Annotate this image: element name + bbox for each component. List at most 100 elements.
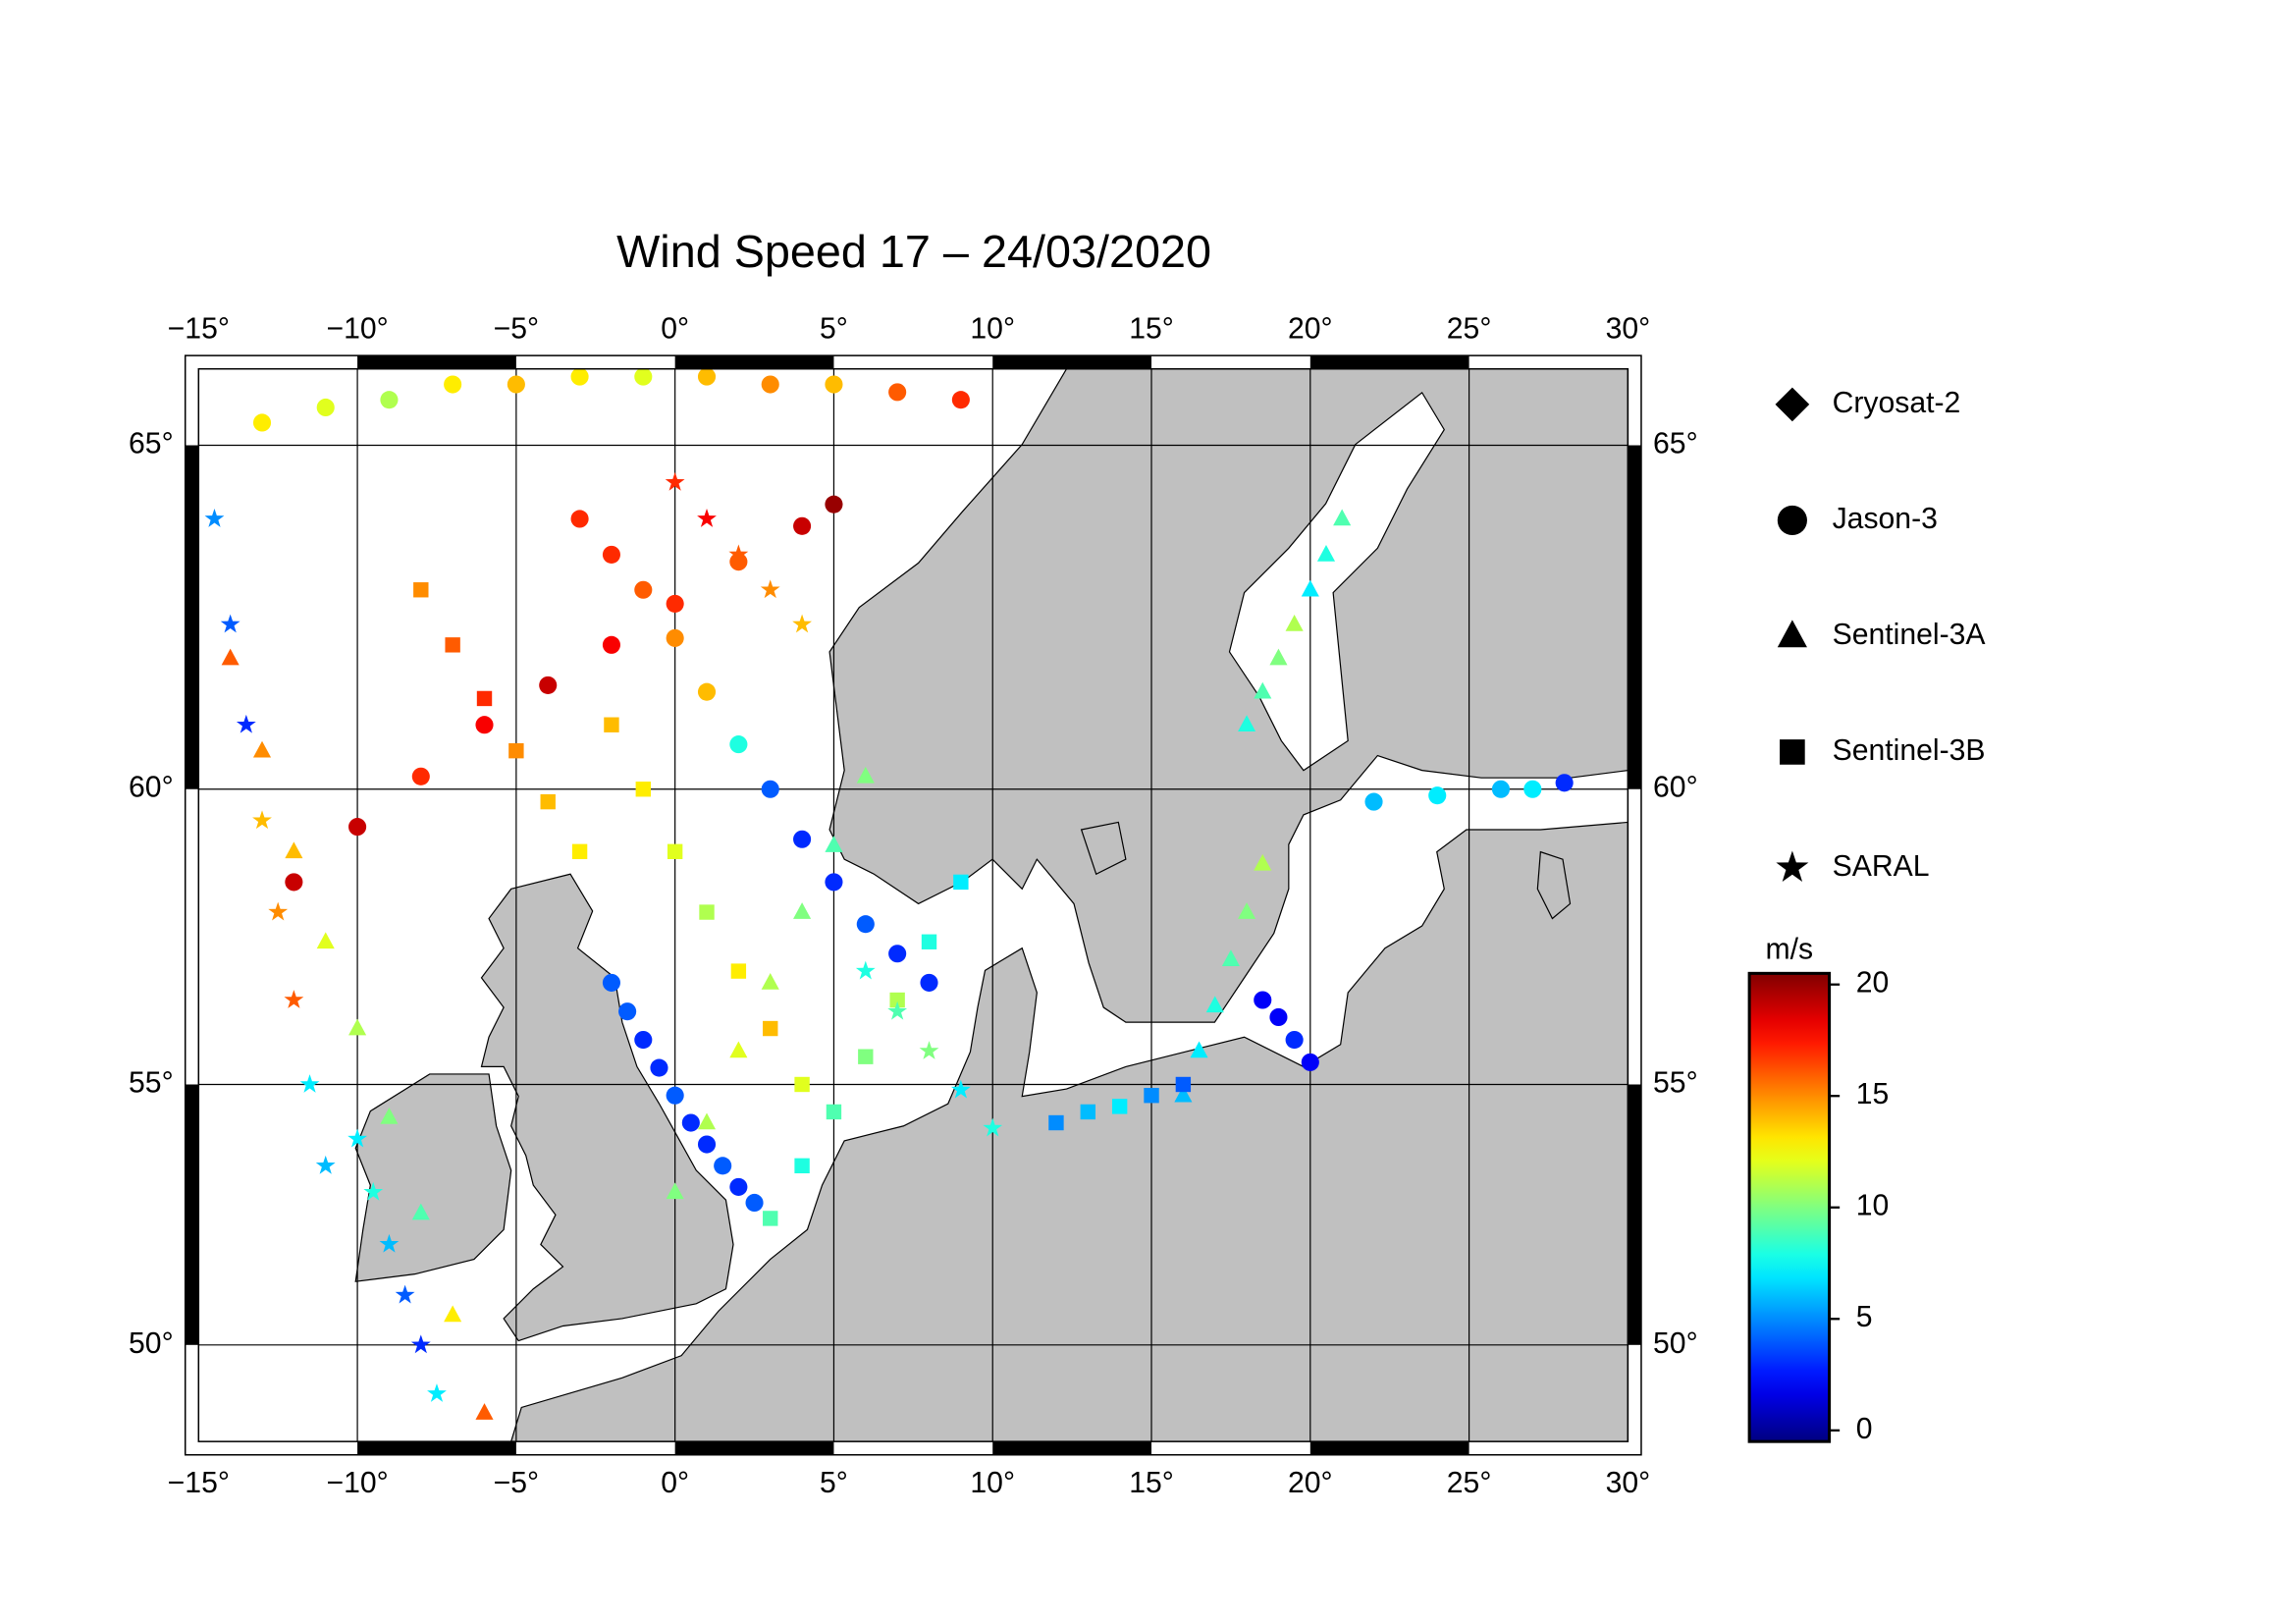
data-point xyxy=(1269,1007,1288,1027)
frame-outer xyxy=(184,354,1642,1456)
x-tick-label: 15° xyxy=(1129,312,1174,345)
x-tick-label: −10° xyxy=(326,312,388,345)
data-point xyxy=(570,368,589,386)
data-point xyxy=(825,836,843,852)
frame-bar xyxy=(1309,355,1469,369)
land xyxy=(828,368,1629,1023)
x-tick-label: 25° xyxy=(1447,1467,1492,1499)
data-point xyxy=(730,963,747,979)
frame-bar xyxy=(357,1441,516,1455)
data-point xyxy=(316,932,335,949)
data-point xyxy=(475,716,494,734)
data-point xyxy=(856,915,875,934)
x-tick-label: 10° xyxy=(970,312,1015,345)
data-point xyxy=(714,1157,732,1175)
legend-label: Cryosat-2 xyxy=(1833,387,1961,419)
data-point xyxy=(618,1002,637,1021)
legend-marker xyxy=(1777,505,1807,536)
frame-inner xyxy=(197,367,1629,1442)
data-point xyxy=(1144,1088,1159,1104)
data-point xyxy=(697,509,717,527)
land xyxy=(480,873,734,1342)
data-point xyxy=(380,1108,399,1124)
data-point xyxy=(666,628,684,647)
data-point xyxy=(1205,996,1224,1013)
x-tick-label: 5° xyxy=(820,312,848,345)
y-tick-label: 65° xyxy=(129,427,174,460)
data-point xyxy=(887,1001,908,1020)
data-point xyxy=(285,873,303,892)
data-point xyxy=(858,1049,874,1064)
data-point xyxy=(634,1030,653,1050)
data-point xyxy=(315,1155,336,1174)
data-point xyxy=(697,1135,717,1154)
data-point xyxy=(347,1128,367,1148)
data-point xyxy=(761,972,779,990)
data-point xyxy=(299,1074,320,1093)
legend-label: Jason-3 xyxy=(1833,503,1938,535)
legend-marker xyxy=(1775,387,1810,422)
frame-bar xyxy=(1628,1084,1641,1345)
colorbar-tick-label: 15 xyxy=(1856,1078,1890,1110)
data-point xyxy=(856,766,875,784)
data-point xyxy=(825,375,843,394)
frame-bar xyxy=(992,1441,1152,1455)
data-point xyxy=(602,635,620,654)
colorbar-scale xyxy=(1747,971,1832,1443)
data-point xyxy=(793,830,812,848)
x-tick-label: 0° xyxy=(661,312,689,345)
data-point xyxy=(1254,991,1272,1009)
colorbar-label: m/s xyxy=(1766,934,1814,966)
data-point xyxy=(427,1383,447,1402)
data-point xyxy=(794,1158,810,1174)
plot-area xyxy=(198,368,1629,1442)
data-point xyxy=(1555,774,1574,792)
legend-label: Sentinel-3A xyxy=(1833,619,1987,651)
data-point xyxy=(1285,1030,1304,1050)
data-point xyxy=(1048,1114,1064,1131)
data-point xyxy=(570,510,589,528)
frame-bar xyxy=(674,1441,834,1455)
frame-bar xyxy=(1628,445,1641,789)
data-point xyxy=(1285,615,1304,631)
frame-bar xyxy=(185,1084,199,1345)
data-point xyxy=(763,1211,778,1226)
data-point xyxy=(1491,780,1511,798)
data-point xyxy=(1221,949,1240,967)
x-tick-label: −15° xyxy=(168,1467,230,1499)
data-point xyxy=(413,582,429,598)
data-point xyxy=(1269,648,1288,666)
data-point xyxy=(252,413,272,432)
data-point xyxy=(252,740,272,758)
map-title: Wind Speed 17 – 24/03/2020 xyxy=(616,226,1211,277)
data-point xyxy=(507,375,525,394)
data-point xyxy=(697,368,717,386)
land xyxy=(1536,850,1572,920)
x-tick-label: 10° xyxy=(970,1467,1015,1499)
data-point xyxy=(792,614,812,633)
land xyxy=(510,821,1629,1442)
legend: Cryosat-2 Jason-3 Sentinel-3A Sentinel-3B SA… xyxy=(1775,387,1987,883)
data-point xyxy=(508,742,524,759)
x-tick-label: 20° xyxy=(1288,312,1333,345)
data-point xyxy=(540,793,556,810)
data-point xyxy=(650,1058,668,1077)
x-tick-label: 15° xyxy=(1129,1467,1174,1499)
data-point xyxy=(571,843,588,860)
data-point xyxy=(1254,681,1272,699)
y-tick-label: 65° xyxy=(1653,427,1698,460)
colorbar-tick-label: 0 xyxy=(1856,1413,1873,1445)
x-tick-label: 30° xyxy=(1606,1467,1651,1499)
data-point xyxy=(411,767,430,785)
frame-bar xyxy=(1309,1441,1469,1455)
data-point xyxy=(348,818,367,837)
data-point xyxy=(221,648,240,666)
data-point xyxy=(666,594,684,613)
y-tick-label: 60° xyxy=(129,772,174,804)
data-point xyxy=(316,398,335,417)
data-point xyxy=(729,1177,748,1196)
data-point xyxy=(539,676,558,694)
data-point xyxy=(729,553,748,571)
